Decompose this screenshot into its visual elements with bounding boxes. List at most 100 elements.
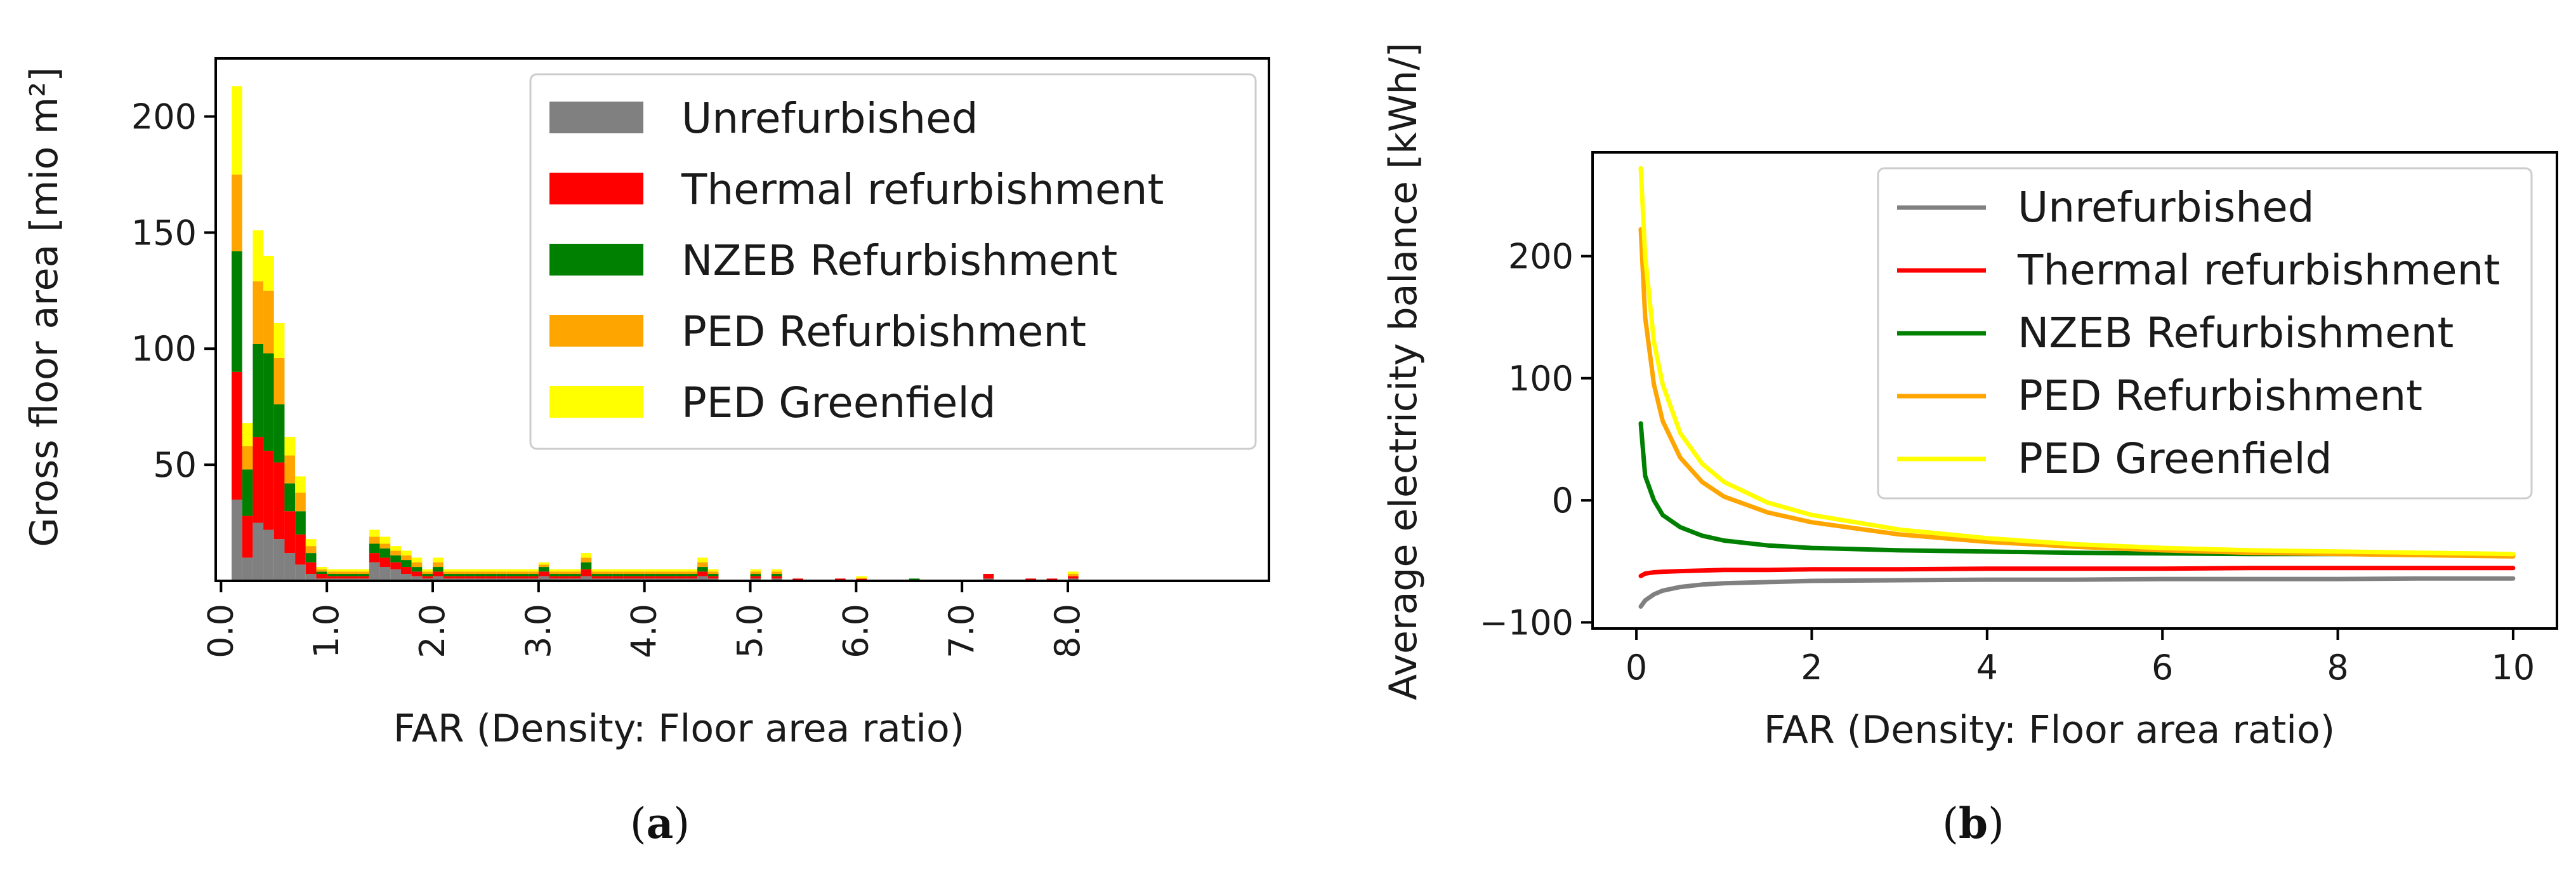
- bar-4-9: [327, 569, 338, 572]
- bar-4-10: [337, 569, 348, 572]
- panel-a-caption: (a): [630, 799, 690, 848]
- bar-0-44: [697, 576, 708, 581]
- bar-0-29: [538, 576, 549, 581]
- y-tick-label: 100: [131, 329, 197, 369]
- bar-0-1: [242, 557, 253, 581]
- bar-2-12: [358, 574, 369, 576]
- bar-3-17: [411, 562, 423, 568]
- bar-1-1: [242, 515, 253, 558]
- bar-1-36: [612, 576, 624, 579]
- panel-b-frame: [1591, 151, 2558, 630]
- bar-4-36: [612, 569, 624, 572]
- bar-1-29: [538, 571, 549, 576]
- bar-1-24: [485, 576, 497, 579]
- legend-box: [529, 73, 1257, 450]
- bar-4-27: [517, 569, 529, 572]
- y-tick-label: 200: [1508, 236, 1574, 276]
- panel-b-lines: [1638, 166, 2516, 609]
- bar-3-40: [655, 571, 666, 575]
- x-tick-label: 4: [1976, 648, 1998, 688]
- bar-2-22: [464, 574, 475, 576]
- bar-3-25: [496, 571, 507, 575]
- panel-a-y-ticks: 50 100 150 200: [131, 96, 216, 485]
- bar-1-42: [676, 576, 687, 579]
- y-tick-label: 150: [131, 213, 197, 253]
- legend-label: Thermal refurbishment: [2017, 246, 2500, 295]
- bar-2-14: [379, 548, 391, 558]
- bar-2-26: [506, 574, 518, 576]
- bar-4-7: [305, 539, 317, 547]
- legend-swatch: [549, 102, 643, 133]
- bar-1-16: [400, 567, 412, 575]
- bar-1-20: [443, 576, 454, 579]
- x-tick-label: 10: [2492, 648, 2535, 688]
- bar-0-7: [305, 574, 317, 581]
- x-tick-label: 0: [1626, 648, 1647, 688]
- bar-1-23: [475, 576, 486, 579]
- bar-2-51: [771, 574, 782, 576]
- bar-2-13: [369, 543, 380, 554]
- bar-4-35: [601, 569, 613, 572]
- bar-3-45: [707, 571, 719, 575]
- bar-4-23: [475, 569, 486, 572]
- panel-b: 0 2 4 6 8 10 −100 0 100 200 FAR (Density: Floor …: [1381, 43, 2558, 848]
- bar-0-17: [411, 576, 423, 581]
- bar-4-19: [433, 557, 444, 562]
- bar-3-43: [687, 571, 698, 575]
- bar-1-5: [284, 511, 296, 554]
- bar-0-5: [284, 553, 296, 581]
- bar-4-49: [750, 569, 761, 572]
- bar-4-45: [707, 569, 719, 572]
- bar-2-37: [623, 574, 634, 576]
- bar-3-16: [400, 555, 412, 561]
- bar-1-22: [464, 576, 475, 579]
- bar-3-51: [771, 571, 782, 575]
- bar-4-21: [454, 569, 465, 572]
- x-tick-label: 2.0: [412, 604, 452, 658]
- bar-1-4: [273, 462, 285, 540]
- panel-a-x-axis-label: FAR (Density: Floor area ratio): [393, 707, 964, 751]
- series-line-1: [1638, 566, 2516, 578]
- bar-4-39: [644, 569, 655, 572]
- bar-3-41: [666, 571, 676, 575]
- bar-2-29: [538, 567, 549, 572]
- bar-2-27: [517, 574, 529, 576]
- bar-1-49: [750, 576, 761, 579]
- bar-2-41: [666, 574, 676, 576]
- bar-1-39: [644, 576, 655, 579]
- bar-1-30: [549, 576, 560, 579]
- bar-3-18: [422, 571, 433, 575]
- bar-3-10: [337, 571, 348, 575]
- bar-2-34: [591, 574, 602, 576]
- bar-3-19: [433, 562, 444, 568]
- bar-4-37: [623, 569, 634, 572]
- panel-a-caption-letter: a: [647, 799, 674, 848]
- bar-4-4: [273, 322, 285, 358]
- bar-2-43: [687, 574, 698, 576]
- bar-4-17: [411, 557, 423, 562]
- bar-4-8: [316, 567, 327, 569]
- bar-4-2: [253, 230, 264, 282]
- x-tick-label: 0.0: [200, 604, 240, 658]
- bar-4-59: [856, 576, 867, 579]
- bar-2-9: [327, 574, 338, 576]
- bar-2-40: [655, 574, 666, 576]
- bar-0-16: [400, 574, 412, 581]
- bar-1-18: [422, 576, 433, 579]
- bar-2-1: [242, 469, 253, 516]
- bar-3-32: [570, 571, 581, 575]
- bar-3-20: [443, 571, 454, 575]
- bar-4-44: [697, 557, 708, 562]
- bar-2-25: [496, 574, 507, 576]
- bar-3-39: [644, 571, 655, 575]
- bar-2-0: [232, 251, 242, 372]
- bar-3-13: [369, 536, 380, 544]
- panel-b-legend: Unrefurbished Thermal refurbishment NZEB R…: [1877, 167, 2533, 500]
- bar-0-33: [581, 576, 592, 581]
- bar-3-29: [538, 564, 549, 568]
- panel-a: 0.0 1.0 2.0 3.0 4.0 5.0 6.0 7.0 8.0 50100150200 …: [22, 57, 1270, 848]
- y-tick-label: 50: [153, 445, 197, 485]
- bar-3-31: [560, 571, 570, 575]
- bar-1-32: [570, 576, 581, 579]
- bar-3-33: [581, 557, 592, 562]
